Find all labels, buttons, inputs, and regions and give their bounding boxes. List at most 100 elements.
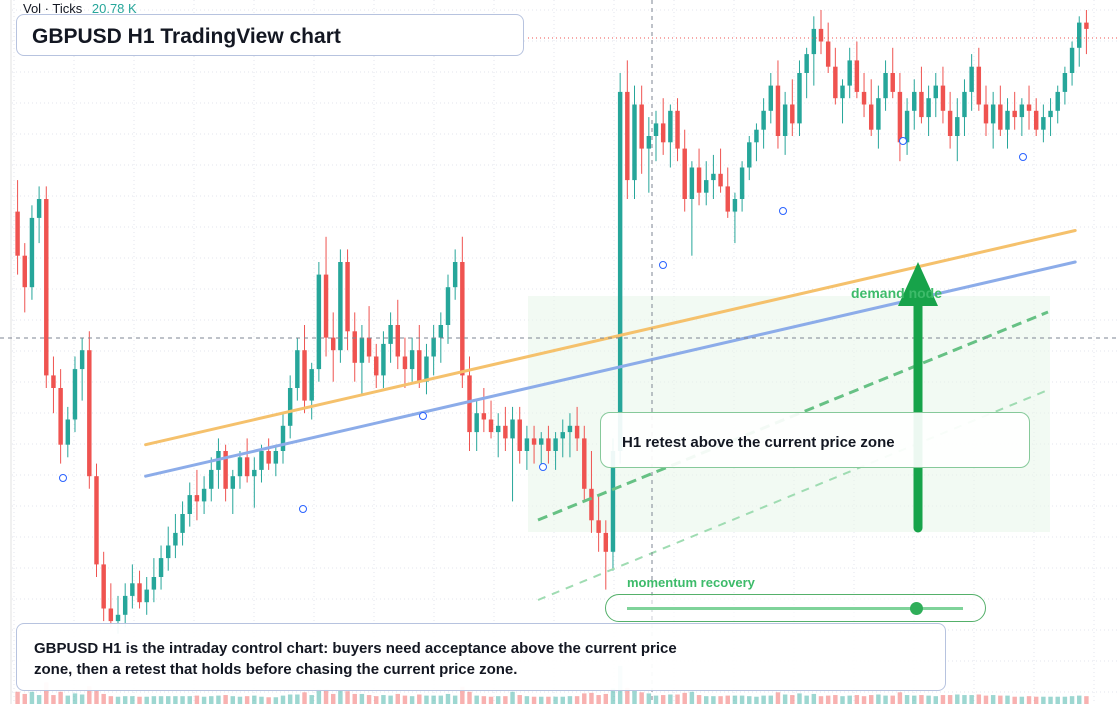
volume-bar: [36, 695, 42, 704]
volume-bar: [797, 693, 802, 704]
candle-body: [330, 337, 336, 351]
volume-bar: [137, 696, 142, 704]
candle-body: [187, 495, 192, 514]
channel-lower-dashed: [537, 389, 1049, 601]
volume-bar: [302, 692, 307, 704]
candle-body: [560, 432, 565, 439]
momentum-knob[interactable]: [909, 602, 923, 615]
volume-bar: [596, 695, 601, 704]
volume-bar: [22, 693, 27, 704]
candle-body: [983, 104, 989, 124]
chart-title: GBPUSD H1 TradingView chart: [32, 25, 341, 48]
candle-body: [574, 425, 580, 439]
volume-bar: [531, 696, 537, 704]
event-marker: [659, 261, 667, 269]
candle-body: [861, 91, 867, 105]
candle-body: [395, 325, 400, 357]
volume-bar: [696, 695, 702, 704]
volume-bar: [574, 696, 580, 704]
volume-bar: [330, 693, 336, 704]
volume-bar: [510, 691, 515, 704]
event-marker: [779, 207, 787, 215]
volume-bar: [768, 695, 774, 704]
volume-bar: [424, 695, 429, 704]
candle-body: [782, 104, 788, 136]
volume-bar: [1026, 696, 1032, 704]
momentum-slider[interactable]: [605, 594, 986, 622]
volume-bar: [65, 695, 71, 704]
candle-body: [29, 217, 35, 288]
volume-bar: [739, 695, 745, 704]
candle-body: [696, 167, 702, 193]
candle-body: [402, 356, 408, 370]
volume-bar: [338, 690, 343, 704]
volume-bar: [316, 689, 322, 704]
candle-body: [660, 123, 666, 143]
candle-body: [474, 413, 479, 433]
volume-bar: [804, 695, 809, 704]
volume-bar: [675, 694, 680, 704]
volume-bar: [782, 694, 788, 704]
volume-bar: [431, 695, 436, 704]
candle-body: [65, 419, 71, 445]
volume-bar: [130, 696, 135, 704]
candle-body: [955, 117, 960, 136]
candle-body: [890, 73, 895, 92]
volume-bar: [158, 696, 164, 704]
candle-body: [725, 186, 730, 212]
volume-bar: [847, 695, 852, 704]
volume-bar: [445, 693, 451, 704]
volume-bar: [29, 691, 35, 704]
volume-bar: [589, 692, 594, 704]
candle-body: [1012, 110, 1017, 118]
candle-body: [603, 532, 609, 552]
volume-bar: [689, 691, 695, 704]
volume-bar: [711, 696, 716, 704]
volume-bar: [101, 693, 106, 704]
candle-body: [589, 488, 594, 521]
volume-bar: [567, 696, 573, 704]
candle-body: [747, 142, 752, 168]
volume-bar: [194, 695, 200, 704]
volume-bar: [517, 695, 522, 704]
candle-body: [359, 337, 365, 363]
volume-bar: [223, 695, 228, 704]
arrow-up-icon: [898, 262, 938, 306]
candle-body: [1019, 104, 1025, 118]
candle-body: [374, 356, 379, 376]
volume-bar: [187, 696, 192, 704]
candle-body: [1062, 73, 1068, 92]
volume-bar: [180, 696, 185, 704]
candle-body: [1084, 22, 1089, 29]
volume-bar: [603, 693, 609, 704]
volume-bar: [653, 695, 659, 704]
candle-body: [431, 337, 436, 357]
volume-bar: [1012, 696, 1017, 704]
volume-bar: [481, 696, 487, 704]
candle-body: [818, 28, 824, 42]
volume-bar: [718, 696, 723, 704]
volume-bar: [87, 686, 92, 704]
volume-bar: [402, 695, 408, 704]
candle-body: [897, 91, 903, 143]
candle-body: [388, 325, 393, 344]
candle-body: [761, 110, 766, 130]
candle-body: [101, 564, 106, 609]
candle-body: [252, 469, 257, 477]
volume-bar: [115, 696, 121, 704]
retest-callout[interactable]: H1 retest above the current price zone: [600, 412, 1030, 468]
volume-bar: [452, 695, 458, 704]
candle-body: [510, 419, 515, 439]
candle-body: [969, 66, 974, 92]
volume-bar: [983, 695, 989, 704]
candle-body: [87, 350, 92, 477]
candle-body: [309, 369, 314, 401]
candle-body: [94, 476, 99, 565]
candle-body: [567, 425, 573, 433]
volume-bar: [359, 693, 365, 704]
volume-bar: [790, 695, 795, 704]
volume-bar: [345, 691, 350, 704]
volume-bar: [388, 695, 393, 704]
volume-bar: [524, 696, 530, 704]
candle-body: [947, 110, 953, 136]
